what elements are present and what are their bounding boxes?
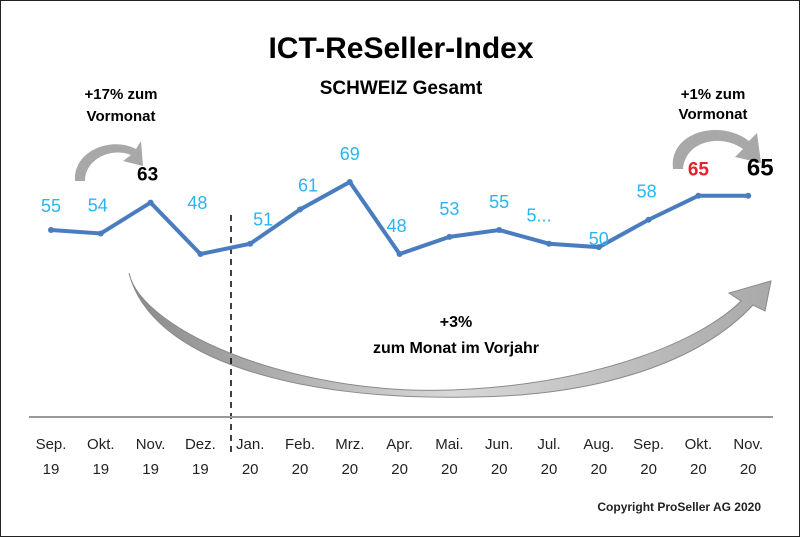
data-point bbox=[297, 206, 303, 213]
data-point bbox=[396, 251, 403, 258]
data-label: 61 bbox=[298, 175, 318, 195]
data-point bbox=[745, 192, 752, 199]
x-tick-label-year: 20 bbox=[541, 461, 558, 478]
data-label: 50 bbox=[589, 229, 609, 249]
x-tick-label-year: 19 bbox=[92, 461, 109, 478]
x-tick-label: Sep. bbox=[633, 436, 664, 453]
data-point bbox=[595, 244, 602, 251]
x-tick-label: Nov. bbox=[136, 436, 166, 453]
data-point bbox=[546, 240, 552, 247]
data-label: 65 bbox=[688, 160, 710, 181]
annotation-right-1: +1% zum bbox=[681, 86, 746, 103]
curved-arrow-right-icon bbox=[672, 130, 761, 169]
x-tick-label-year: 20 bbox=[640, 461, 657, 478]
x-tick-label: Sep. bbox=[36, 436, 67, 453]
x-tick-label-year: 20 bbox=[391, 461, 408, 478]
x-tick-label-year: 20 bbox=[292, 461, 309, 478]
x-tick-label-year: 19 bbox=[142, 461, 159, 478]
data-point bbox=[496, 227, 503, 234]
chart-subtitle: SCHWEIZ Gesamt bbox=[320, 78, 483, 99]
data-label: 58 bbox=[637, 182, 657, 202]
data-point bbox=[247, 240, 254, 247]
data-point bbox=[48, 227, 54, 234]
annotation-right-2: Vormonat bbox=[679, 106, 748, 123]
x-tick-label-year: 19 bbox=[192, 461, 209, 478]
x-tick-label-year: 20 bbox=[491, 461, 508, 478]
x-tick-label-year: 20 bbox=[242, 461, 259, 478]
data-label: 53 bbox=[439, 199, 459, 219]
data-point bbox=[446, 233, 453, 240]
x-tick-label: Nov. bbox=[733, 436, 763, 453]
x-tick-label: Feb. bbox=[285, 436, 315, 453]
curved-arrow-left-icon bbox=[74, 141, 143, 181]
x-tick-label-year: 20 bbox=[590, 461, 607, 478]
data-label: 48 bbox=[387, 216, 407, 236]
data-label: 48 bbox=[187, 193, 207, 213]
x-tick-label-year: 20 bbox=[740, 461, 757, 478]
annotation-left-2: Vormonat bbox=[87, 108, 156, 125]
chart-title: ICT-ReSeller-Index bbox=[268, 32, 533, 65]
x-tick-label-year: 20 bbox=[690, 461, 707, 478]
data-point bbox=[147, 199, 154, 206]
x-tick-label: Aug. bbox=[583, 436, 614, 453]
data-label: 5... bbox=[526, 206, 551, 226]
data-point bbox=[695, 192, 702, 199]
data-label: 65 bbox=[747, 155, 774, 182]
annotation-center-2: zum Monat im Vorjahr bbox=[373, 340, 539, 357]
copyright: Copyright ProSeller AG 2020 bbox=[597, 500, 761, 514]
x-tick-label-year: 20 bbox=[341, 461, 358, 478]
x-tick-label: Jun. bbox=[485, 436, 513, 453]
x-tick-label-year: 20 bbox=[441, 461, 458, 478]
x-tick-label: Dez. bbox=[185, 436, 216, 453]
x-tick-label: Mrz. bbox=[335, 436, 364, 453]
curved-arrow-year-icon bbox=[128, 272, 772, 398]
x-tick-label: Apr. bbox=[386, 436, 413, 453]
x-tick-label: Mai. bbox=[435, 436, 463, 453]
x-tick-label: Okt. bbox=[685, 436, 713, 453]
data-label: 54 bbox=[88, 195, 108, 215]
data-point bbox=[645, 216, 652, 223]
x-tick-label: Jul. bbox=[537, 436, 560, 453]
data-label: 55 bbox=[41, 196, 61, 216]
annotation-center-1: +3% bbox=[440, 314, 472, 331]
data-point bbox=[197, 251, 204, 258]
data-label: 63 bbox=[137, 165, 158, 186]
data-label: 55 bbox=[489, 192, 509, 212]
annotation-left-1: +17% zum bbox=[85, 86, 158, 103]
data-label: 69 bbox=[340, 144, 360, 164]
x-tick-label: Jan. bbox=[236, 436, 264, 453]
x-tick-label: Okt. bbox=[87, 436, 115, 453]
data-point bbox=[97, 230, 104, 237]
data-label: 51 bbox=[253, 210, 273, 230]
x-tick-label-year: 19 bbox=[43, 461, 60, 478]
data-point bbox=[346, 179, 353, 185]
